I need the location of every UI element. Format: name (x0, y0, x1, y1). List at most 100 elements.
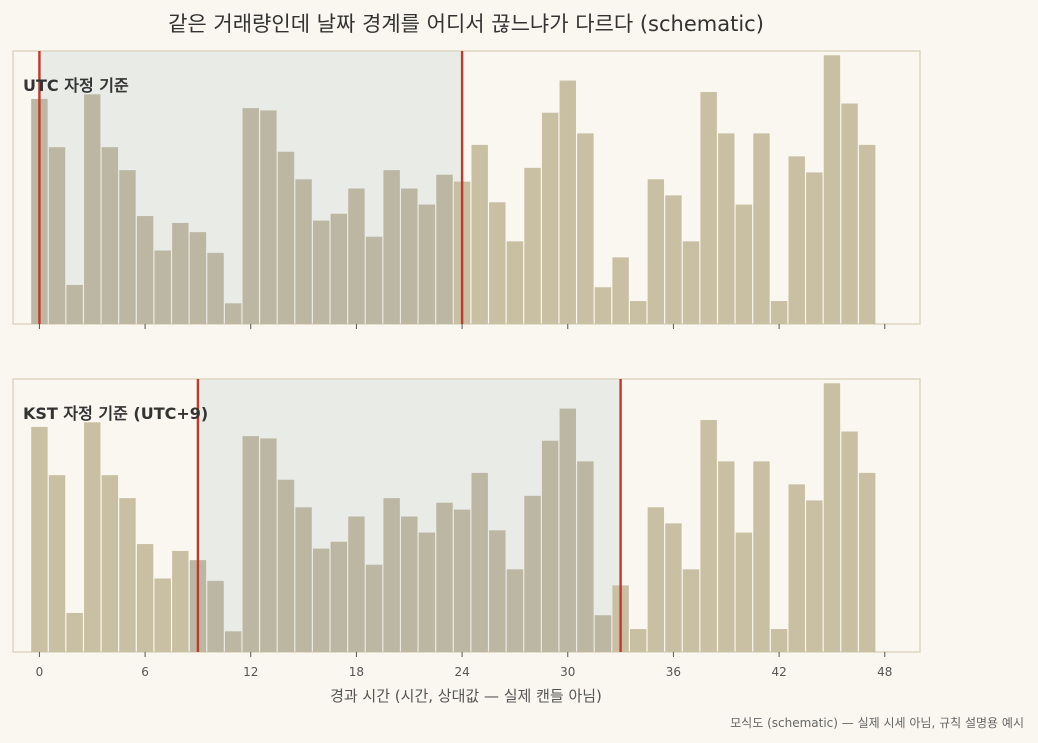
bar (489, 530, 506, 652)
bar (753, 133, 770, 324)
bar (594, 615, 612, 652)
bar (524, 495, 541, 652)
bar (718, 461, 735, 652)
bar (348, 516, 365, 652)
bar (682, 569, 700, 652)
bar (154, 250, 171, 324)
bar (330, 213, 348, 324)
bar (66, 612, 83, 652)
bar (277, 151, 295, 324)
x-axis-label: 경과 시간 (시간, 상대값 — 실제 캔들 아님) (330, 687, 602, 705)
chart-title: 같은 거래량인데 날짜 경계를 어디서 끊느냐가 다르다 (schematic) (168, 12, 764, 36)
bar (788, 156, 805, 324)
bar (401, 188, 418, 324)
bar (172, 550, 189, 652)
bar (119, 170, 136, 324)
x-tick-label: 18 (349, 665, 364, 679)
bar (48, 147, 66, 324)
bar (401, 516, 418, 652)
bar (541, 440, 559, 652)
chart-panels: UTC 자정 기준 0 6 12 18 24 30 36 42 48 KST 자정 기준 (UTC+… (12, 50, 921, 679)
bar (242, 108, 259, 324)
bar (154, 578, 171, 652)
bar (101, 475, 119, 652)
bar (541, 112, 559, 325)
bar (101, 147, 119, 324)
bar (753, 461, 770, 652)
bar (735, 532, 753, 652)
bar (66, 284, 83, 324)
bar (418, 532, 436, 652)
bar (295, 179, 312, 324)
footer-note: 모식도 (schematic) — 실제 시세 아님, 규칙 설명용 예시 (730, 716, 1024, 730)
bar (365, 564, 383, 652)
bar (700, 420, 717, 652)
x-tick-label: 42 (771, 665, 786, 679)
bar (295, 507, 312, 652)
bar (383, 170, 400, 324)
bar (207, 252, 224, 324)
bar (630, 301, 647, 324)
bar (312, 548, 330, 652)
bar (172, 222, 189, 324)
bar (735, 204, 753, 324)
bar (770, 629, 788, 652)
bar (471, 144, 488, 324)
bar (559, 80, 576, 324)
x-tick-label: 36 (666, 665, 681, 679)
bar (31, 426, 48, 652)
bar (841, 431, 858, 652)
bar (806, 500, 823, 652)
bar (277, 479, 295, 652)
bar (594, 287, 612, 324)
bar (665, 523, 682, 652)
bar (841, 103, 858, 324)
bar (136, 544, 154, 652)
bar (647, 507, 665, 652)
chart-panel-1: UTC 자정 기준 (12, 50, 921, 329)
bar (207, 580, 224, 652)
bar (647, 179, 665, 324)
bar (718, 133, 735, 324)
bar (418, 204, 436, 324)
bar (84, 422, 101, 652)
bar (665, 195, 682, 324)
bar (224, 303, 242, 324)
x-tick-label: 24 (454, 665, 469, 679)
bar (330, 541, 348, 652)
bar (136, 216, 154, 324)
bar (682, 241, 700, 324)
bar (524, 167, 541, 324)
bar (577, 133, 594, 324)
bar (260, 110, 277, 324)
bar (577, 461, 594, 652)
x-tick-label: 12 (243, 665, 258, 679)
bar (823, 383, 841, 652)
panel-label: KST 자정 기준 (UTC+9) (23, 404, 208, 423)
bar (788, 484, 805, 652)
bar (436, 174, 453, 324)
x-tick-label: 30 (560, 665, 575, 679)
bar (630, 629, 647, 652)
x-tick-label: 6 (141, 665, 149, 679)
bar (506, 569, 524, 652)
bar (242, 436, 259, 652)
panel-label: UTC 자정 기준 (23, 76, 129, 95)
bar (84, 94, 101, 324)
bar (806, 172, 823, 324)
bar (348, 188, 365, 324)
bar (489, 202, 506, 324)
bar (312, 220, 330, 324)
bar (559, 408, 576, 652)
x-tick-label: 0 (36, 665, 44, 679)
bar (823, 55, 841, 325)
bar (383, 498, 400, 652)
bar (612, 257, 629, 324)
bar (260, 438, 277, 652)
bar (770, 301, 788, 324)
bar (48, 475, 66, 652)
bar (700, 92, 717, 324)
bar (858, 472, 876, 652)
